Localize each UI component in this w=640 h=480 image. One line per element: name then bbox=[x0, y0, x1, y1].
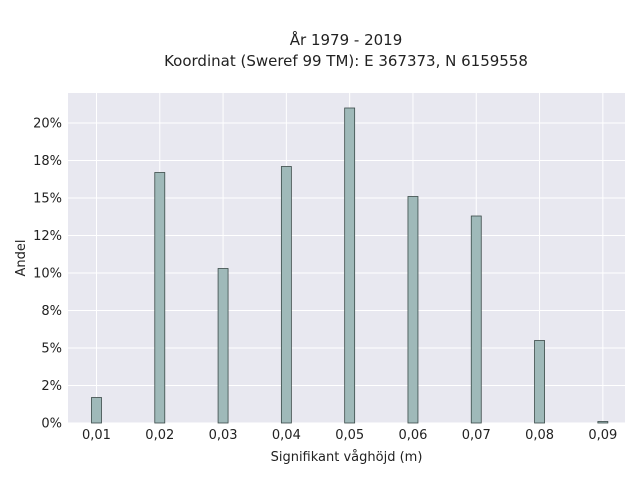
bar bbox=[154, 172, 166, 424]
x-axis-ticks: 0,01 0,02 0,03 0,04 0,05 0,06 0,07 0,08 0,09 bbox=[82, 428, 617, 443]
x-tick-label: 0,03 bbox=[209, 428, 238, 443]
x-tick-label: 0,07 bbox=[462, 428, 491, 443]
y-tick-label: 0% bbox=[41, 417, 62, 432]
bar bbox=[597, 421, 609, 424]
bar bbox=[280, 166, 292, 424]
x-tick-label: 0,04 bbox=[272, 428, 301, 443]
x-tick-label: 0,05 bbox=[335, 428, 364, 443]
y-tick-label: 20% bbox=[33, 117, 62, 132]
y-tick-label: 15% bbox=[33, 192, 62, 207]
x-tick-label: 0,08 bbox=[525, 428, 554, 443]
x-tick-label: 0,02 bbox=[145, 428, 174, 443]
bar bbox=[91, 397, 102, 424]
x-tick-label: 0,06 bbox=[398, 428, 427, 443]
bar bbox=[407, 196, 419, 424]
bar bbox=[217, 268, 229, 424]
x-tick-label: 0,09 bbox=[588, 428, 617, 443]
x-tick-label: 0,01 bbox=[82, 428, 111, 443]
y-axis-label: Andel bbox=[14, 240, 29, 277]
y-tick-label: 2% bbox=[41, 379, 62, 394]
y-axis-ticks: 0% 2% 5% 8% 10% 12% 15% 18% 20% bbox=[33, 117, 62, 432]
y-tick-label: 12% bbox=[33, 229, 62, 244]
bar bbox=[470, 215, 482, 424]
y-tick-label: 10% bbox=[33, 267, 62, 282]
bars bbox=[91, 107, 609, 424]
y-tick-label: 18% bbox=[33, 154, 62, 169]
y-tick-label: 8% bbox=[41, 304, 62, 319]
chart-title-line-2: Koordinat (Sweref 99 TM): E 367373, N 61… bbox=[164, 52, 528, 70]
chart-title-line-1: År 1979 - 2019 bbox=[290, 30, 403, 49]
y-tick-label: 5% bbox=[41, 342, 62, 357]
bar bbox=[344, 107, 356, 424]
bar bbox=[534, 340, 545, 424]
x-axis-label: Signifikant våghöjd (m) bbox=[271, 450, 423, 465]
